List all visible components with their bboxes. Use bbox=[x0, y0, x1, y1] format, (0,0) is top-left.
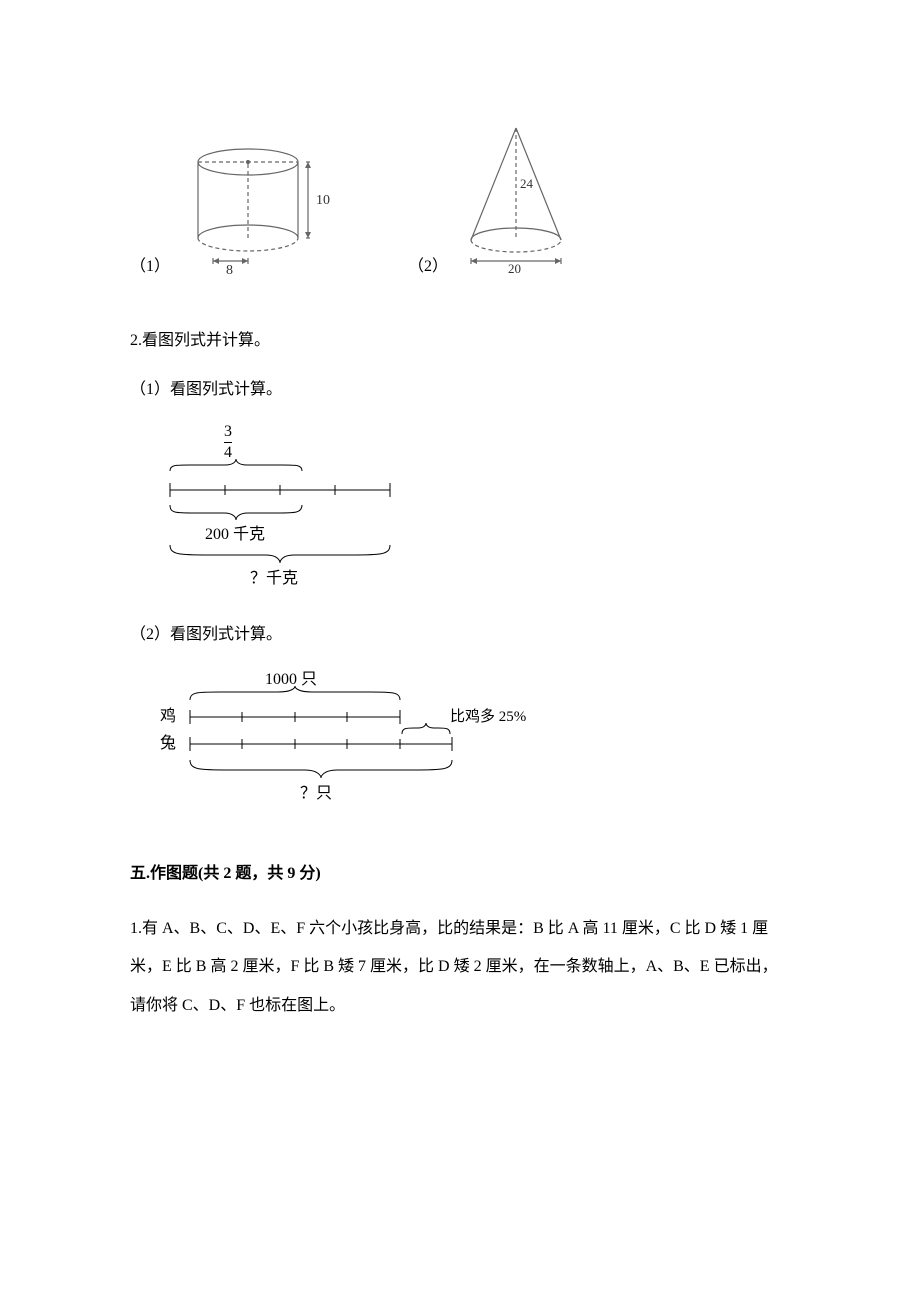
figures-row: （1） bbox=[130, 120, 790, 286]
section5-body: 1.有 A、B、C、D、E、F 六个小孩比身高，比的结果是：B 比 A 高 11… bbox=[130, 910, 790, 1025]
diagram1-question: ？千克 bbox=[250, 569, 298, 587]
cone-figure: 24 20 bbox=[456, 120, 586, 286]
cone-base-label: 20 bbox=[508, 261, 521, 275]
diagram1-200kg: 200 千克 bbox=[205, 525, 265, 543]
cylinder-height-label: 10 bbox=[316, 193, 330, 208]
q2-title: 2.看图列式并计算。 bbox=[130, 326, 790, 356]
diagram2-chicken-label: 鸡 bbox=[160, 707, 176, 725]
diagram2-rabbit-label: 兔 bbox=[160, 734, 176, 752]
diagram-2: 1000 只 鸡 比鸡多 25% 兔 bbox=[150, 668, 790, 829]
figure-1: （1） bbox=[130, 140, 348, 286]
diagram2-question: ？只 bbox=[300, 785, 332, 802]
section5-heading: 五.作图题(共 2 题，共 9 分) bbox=[130, 859, 790, 889]
figure-1-label: （1） bbox=[130, 252, 170, 282]
cylinder-figure: 10 8 bbox=[178, 140, 348, 286]
cylinder-radius-label: 8 bbox=[226, 263, 233, 275]
figure-2-label: （2） bbox=[408, 252, 448, 282]
q2-part2-label: （2）看图列式计算。 bbox=[130, 620, 790, 650]
figure-2: （2） 24 bbox=[408, 120, 586, 286]
q2-part1-label: （1）看图列式计算。 bbox=[130, 375, 790, 405]
diagram2-1000: 1000 只 bbox=[265, 671, 317, 688]
diagram-1: 3 4 200 千克 ？千克 bbox=[150, 423, 790, 599]
cone-height-label: 24 bbox=[520, 176, 534, 191]
fraction-3-4: 3 4 bbox=[222, 423, 234, 457]
diagram2-extra-label: 比鸡多 25% bbox=[450, 708, 526, 725]
